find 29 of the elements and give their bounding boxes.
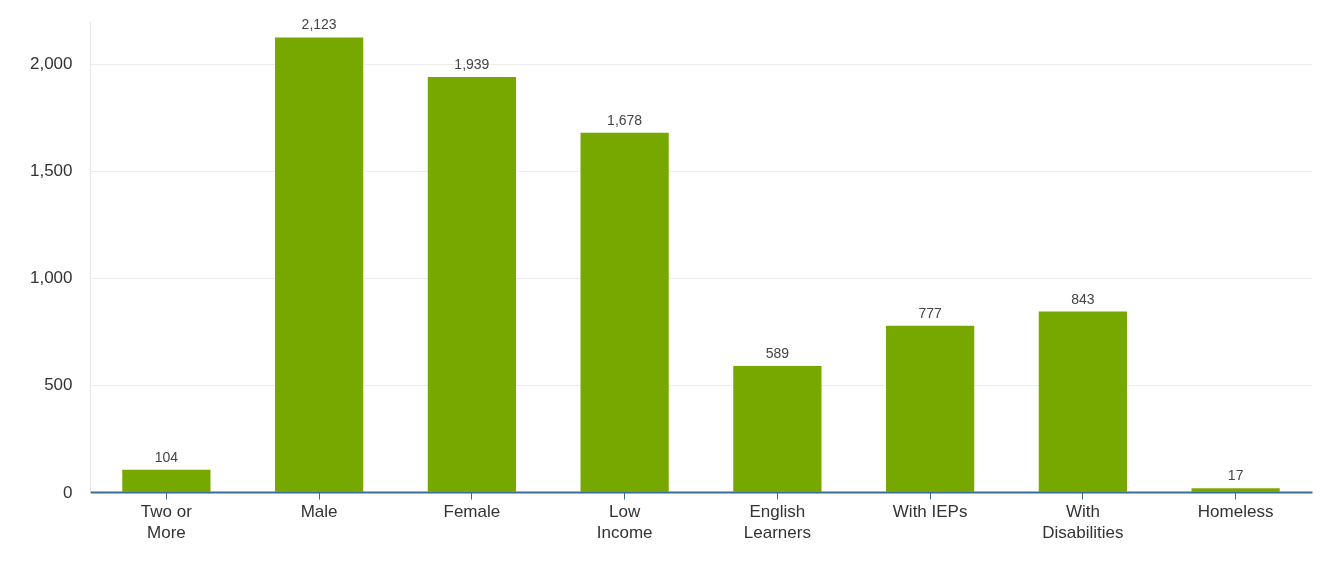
x-tick-label: Homeless [1197, 501, 1274, 521]
x-tick-label: With Disabilities [1042, 501, 1124, 542]
x-tick-label: Female [443, 501, 501, 521]
y-tick-label: 1,500 [29, 161, 73, 181]
x-tick-label: Low Income [596, 501, 653, 542]
bar [427, 76, 516, 492]
y-tick-label: 2,000 [29, 54, 73, 74]
data-label: 104 [154, 448, 179, 465]
x-tick-label: Male [300, 501, 338, 521]
data-label: 1,678 [607, 111, 643, 128]
bar [886, 325, 975, 492]
bar [580, 132, 669, 492]
x-tick-label: With IEPs [892, 501, 968, 521]
data-label: 589 [765, 344, 790, 361]
data-label: 2,123 [301, 16, 337, 33]
y-tick-label: 1,000 [29, 268, 73, 288]
bar [733, 365, 822, 492]
y-tick-label: 0 [63, 482, 73, 502]
bar [1191, 488, 1280, 492]
bar [275, 37, 364, 492]
data-label: 1,939 [454, 55, 490, 72]
data-label: 17 [1227, 467, 1244, 484]
x-tick-label: Two or More [140, 501, 193, 542]
y-tick-label: 500 [44, 375, 73, 395]
bar [122, 469, 211, 492]
x-tick-label: English Learners [743, 501, 811, 542]
data-label: 843 [1071, 290, 1095, 307]
bar [1038, 311, 1127, 492]
data-label: 777 [918, 304, 943, 321]
